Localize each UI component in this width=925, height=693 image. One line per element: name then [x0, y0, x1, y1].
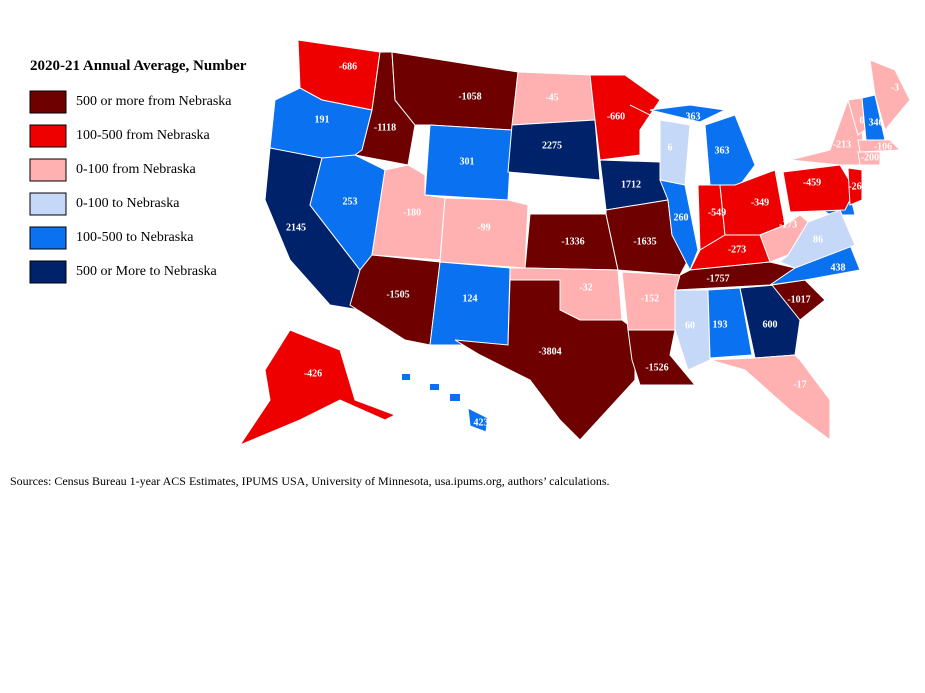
legend-swatch	[29, 124, 67, 148]
state	[674, 289, 711, 371]
state-value-label: 2145	[286, 222, 306, 233]
state-value-label: 260	[674, 212, 689, 223]
state	[759, 214, 809, 263]
state-value-label: -26	[848, 181, 861, 192]
state	[782, 164, 856, 213]
state	[707, 287, 753, 359]
state-value-label: -686	[339, 61, 357, 72]
state-value-label: -1017	[787, 294, 810, 305]
state-value-label: 124	[463, 293, 478, 304]
state-value-label: 363	[686, 111, 701, 122]
hawaii-island	[402, 374, 410, 380]
legend-label: 100-500 to Nebraska	[76, 230, 194, 245]
state-value-label: 193	[713, 319, 728, 330]
state	[507, 119, 601, 181]
state-value-label: -660	[607, 111, 625, 122]
legend-swatch	[29, 260, 67, 284]
state-value-label: -3	[891, 82, 899, 93]
state-value-label: -17	[793, 379, 806, 390]
legend-label: 100-500 from Nebraska	[76, 128, 211, 143]
legend-swatch	[29, 90, 67, 114]
state-value-label: 86	[813, 234, 823, 245]
legend-swatch	[29, 192, 67, 216]
state-value-label: -549	[708, 207, 726, 218]
state-value-label: 1712	[621, 179, 641, 190]
state	[391, 51, 519, 131]
state-value-label: -3804	[538, 346, 561, 357]
legend: 500 or more from Nebraska 100-500 from Ne…	[29, 90, 232, 284]
state-value-label: 340	[869, 117, 884, 128]
state-value-label: -32	[579, 282, 592, 293]
us-map: -686 191 2145 253 -1118 -1058 301 -180 -99 -1505 1…	[238, 39, 911, 447]
state-value-label: -1058	[458, 91, 481, 102]
state-value-label: 2275	[542, 140, 562, 151]
legend-label: 500 or More to Nebraska	[76, 264, 218, 279]
hawaii-island	[430, 384, 439, 390]
state-value-label: 60	[685, 320, 695, 331]
state-value-label: -459	[803, 177, 821, 188]
state-value-label: -1757	[706, 273, 729, 284]
state-value-label: -45	[545, 92, 558, 103]
state	[589, 74, 661, 161]
state	[238, 329, 397, 447]
state-value-label: -180	[403, 207, 421, 218]
state-value-label: -152	[641, 293, 659, 304]
state	[454, 279, 636, 441]
state-value-label: -1635	[633, 236, 656, 247]
state-value-label: -1336	[561, 236, 584, 247]
state	[869, 59, 911, 132]
state-value-label: 301	[460, 156, 475, 167]
state	[847, 167, 863, 206]
state-value-label: -1118	[374, 122, 396, 133]
state-value-label: 600	[763, 319, 778, 330]
state-value-label: 423	[474, 417, 489, 428]
state	[709, 354, 831, 441]
legend-label: 0-100 from Nebraska	[76, 162, 197, 177]
state	[704, 114, 756, 186]
state	[649, 104, 727, 123]
state-value-label: 438	[831, 262, 846, 273]
state-value-label: -213	[833, 139, 851, 150]
state	[857, 139, 902, 153]
state-value-label: -173	[779, 219, 797, 230]
state-value-label: 191	[315, 114, 330, 125]
state	[467, 407, 489, 433]
state	[769, 244, 861, 286]
state-value-label: -426	[304, 368, 322, 379]
legend-label: 0-100 to Nebraska	[76, 196, 180, 211]
state-value-label: -273	[728, 244, 746, 255]
source-note: Sources: Census Bureau 1-year ACS Estima…	[10, 474, 610, 488]
state-value-label: -349	[751, 197, 769, 208]
state-value-label: -1526	[645, 362, 668, 373]
hawaii-island	[450, 394, 460, 401]
state	[439, 197, 529, 269]
legend-swatch	[29, 158, 67, 182]
state-value-label: 0	[860, 115, 865, 126]
state-value-label: -99	[477, 222, 490, 233]
state-value-label: -1505	[386, 289, 409, 300]
state	[857, 151, 881, 166]
legend-swatch	[29, 226, 67, 250]
state-value-label: -106	[874, 141, 892, 152]
legend-label: 500 or more from Nebraska	[76, 94, 232, 109]
legend-title: 2020-21 Annual Average, Number	[30, 58, 247, 74]
state-value-label: 6	[668, 142, 673, 153]
state-value-label: 363	[715, 145, 730, 156]
state-value-label: 253	[343, 196, 358, 207]
state-value-label: -200	[861, 152, 879, 163]
state	[739, 284, 801, 359]
